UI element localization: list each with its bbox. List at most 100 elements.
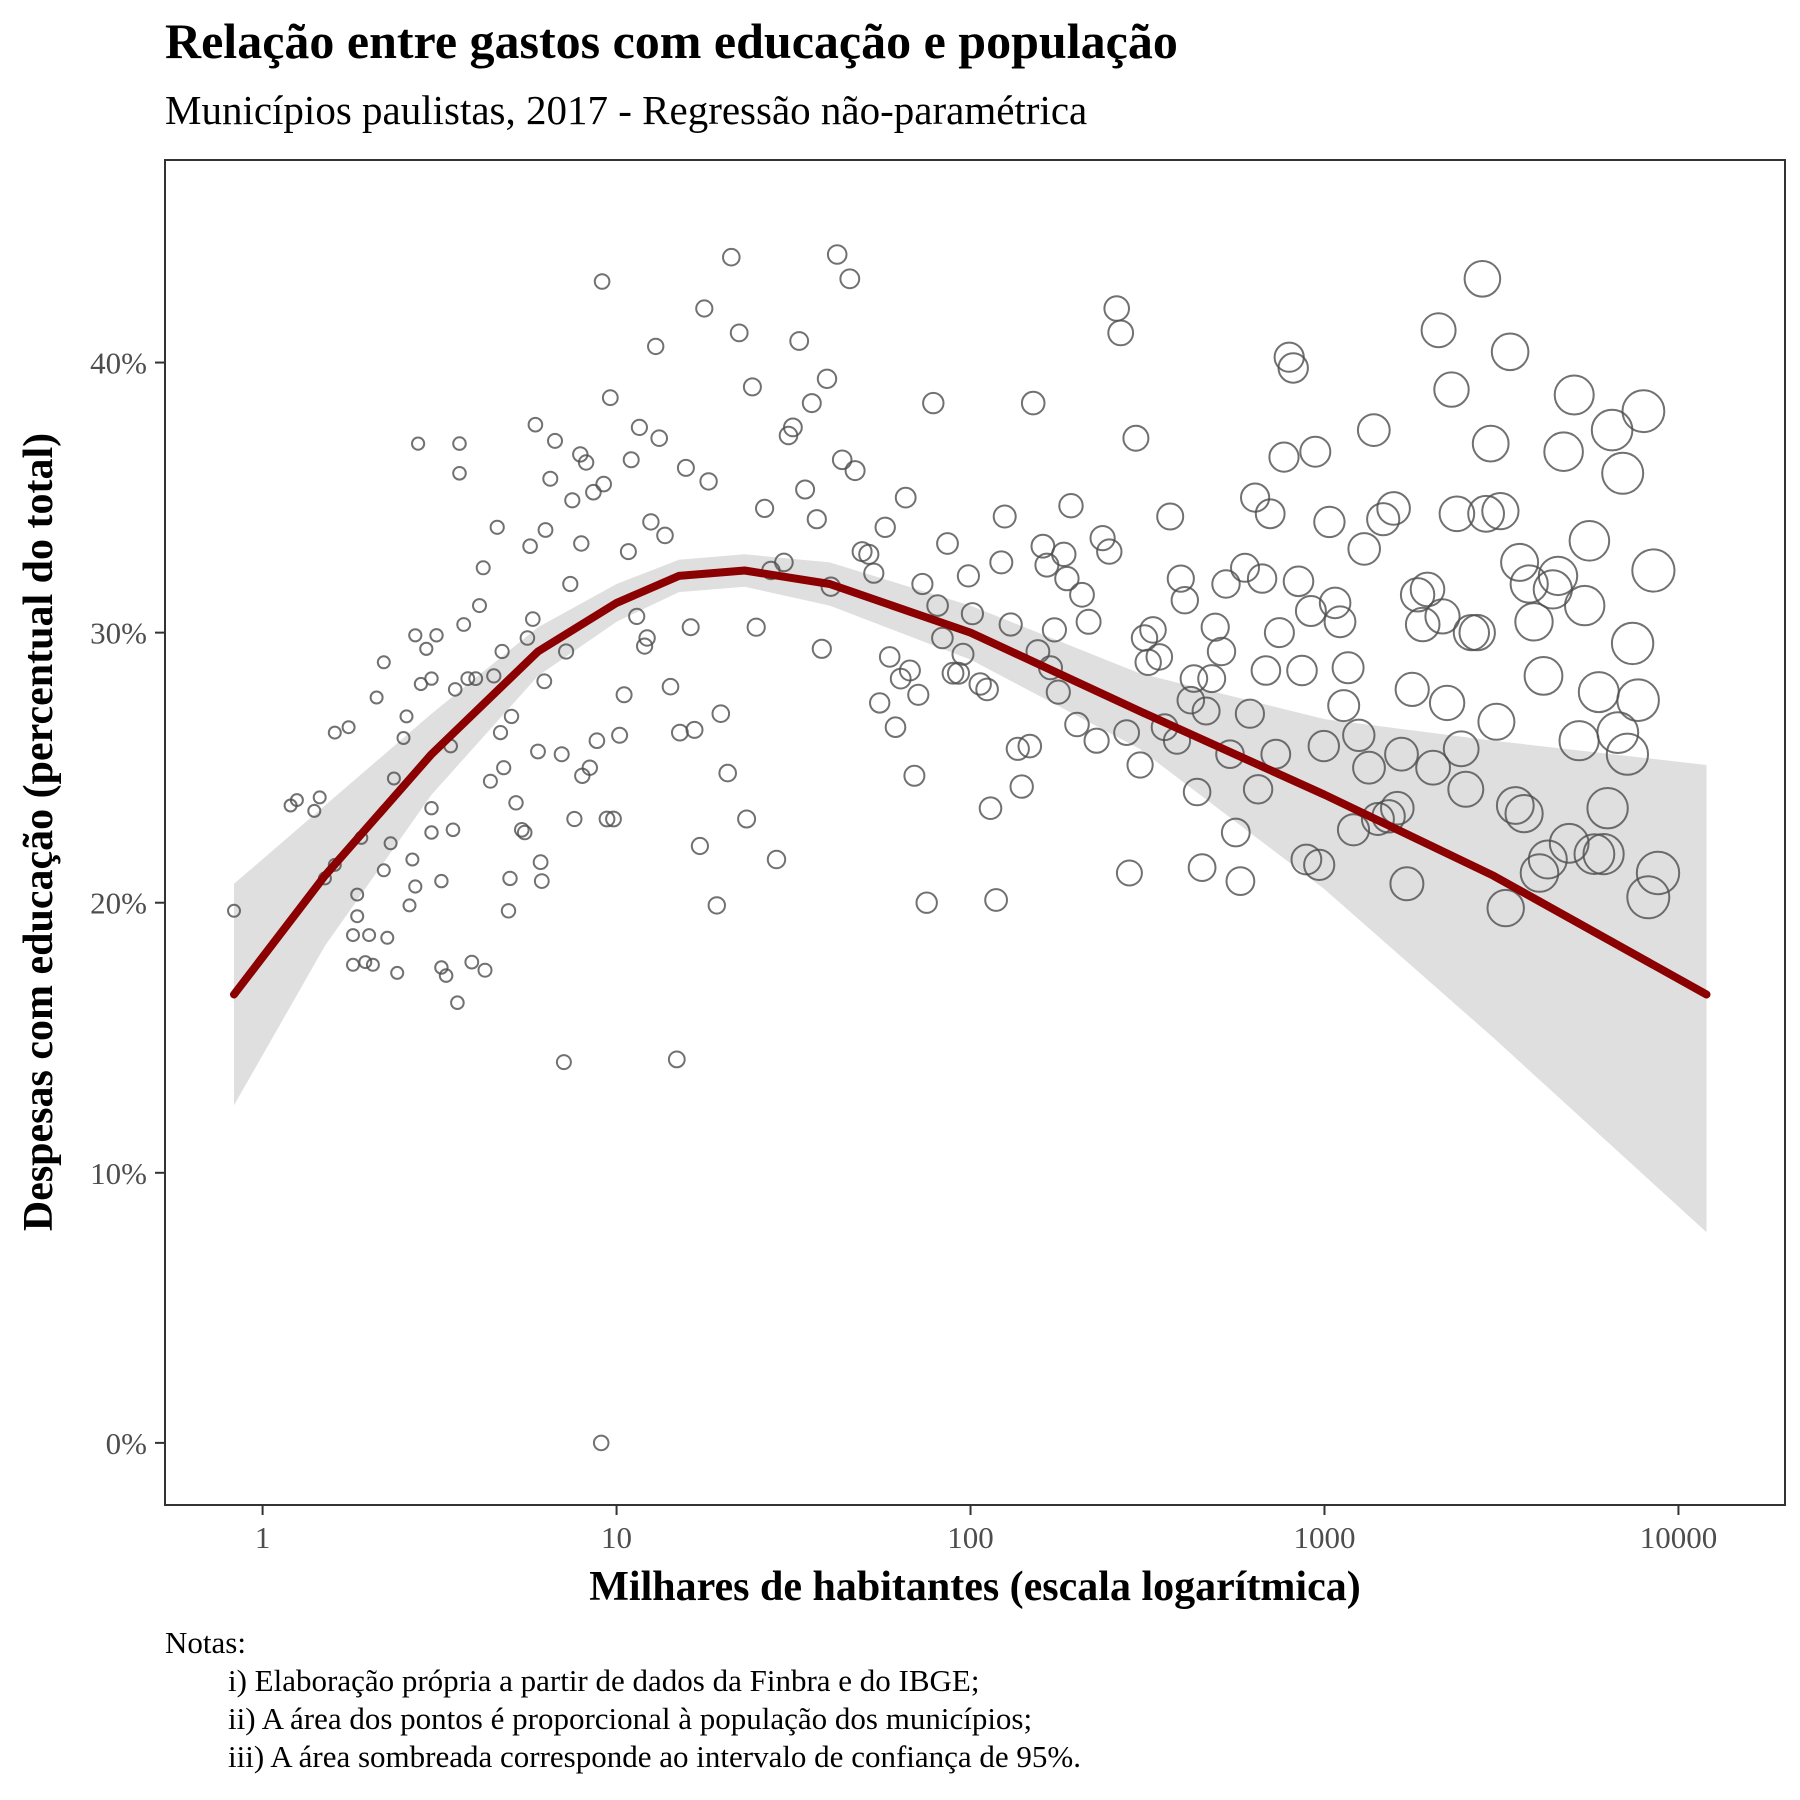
- data-point: [1527, 839, 1568, 880]
- data-point: [992, 504, 1017, 529]
- data-point: [1509, 564, 1549, 604]
- data-point: [1610, 621, 1655, 666]
- data-point: [968, 672, 992, 696]
- data-point: [452, 466, 467, 481]
- data-point: [1263, 617, 1295, 649]
- data-point: [1467, 494, 1505, 533]
- data-point: [516, 824, 533, 841]
- data-point: [1075, 608, 1102, 635]
- notes: Notas: i) Elaboração própria a partir de…: [165, 1624, 1081, 1776]
- data-point: [1230, 552, 1260, 583]
- data-point: [1590, 408, 1634, 452]
- data-point: [1017, 733, 1043, 759]
- data-point: [960, 602, 985, 626]
- data-point: [419, 641, 434, 656]
- data-point: [1471, 424, 1510, 463]
- data-point: [1601, 451, 1645, 495]
- data-point: [525, 611, 541, 627]
- data-point: [1197, 664, 1227, 694]
- data-point: [289, 793, 304, 808]
- data-point: [1005, 736, 1030, 761]
- data-point: [1220, 817, 1251, 848]
- data-point: [774, 552, 794, 573]
- data-point: [1420, 312, 1457, 349]
- data-point: [327, 725, 342, 740]
- data-point: [1107, 319, 1135, 347]
- data-point: [690, 836, 710, 856]
- data-point: [598, 810, 616, 828]
- note-line-3: iii) A área sombreada corresponde ao int…: [228, 1739, 1081, 1774]
- data-point: [581, 759, 598, 776]
- data-point: [496, 760, 512, 776]
- data-point: [434, 960, 449, 975]
- data-point: [1543, 431, 1584, 473]
- x-axis-title: Milhares de habitantes (escala logarítmi…: [589, 1564, 1360, 1610]
- data-point: [1331, 651, 1365, 685]
- data-point: [742, 377, 762, 397]
- data-point: [595, 475, 613, 493]
- x-tick-label: 10: [601, 1520, 632, 1555]
- data-point: [533, 873, 550, 889]
- data-point: [362, 928, 377, 943]
- data-point: [1064, 711, 1090, 738]
- data-point: [922, 391, 945, 415]
- data-point: [989, 550, 1014, 575]
- data-point: [1577, 671, 1620, 714]
- data-point: [227, 903, 241, 918]
- data-point: [998, 612, 1023, 637]
- data-point: [1477, 702, 1516, 741]
- data-point: [1463, 260, 1502, 298]
- data-point: [869, 692, 891, 714]
- data-point: [1051, 541, 1077, 567]
- data-point: [699, 472, 718, 491]
- data-point: [1586, 787, 1629, 830]
- data-point: [878, 646, 901, 668]
- data-point: [1020, 390, 1046, 416]
- data-point: [390, 965, 405, 980]
- data-point: [711, 704, 731, 724]
- data-point: [1307, 729, 1341, 763]
- data-point: [811, 638, 832, 659]
- data-point: [1635, 850, 1681, 896]
- data-point: [592, 1434, 610, 1452]
- data-point: [1126, 751, 1154, 779]
- data-point: [346, 928, 360, 943]
- data-point: [1548, 822, 1590, 864]
- data-point: [386, 771, 401, 786]
- data-point: [755, 498, 775, 518]
- data-point: [1458, 613, 1496, 652]
- data-point: [1347, 532, 1381, 566]
- data-point: [863, 562, 885, 584]
- data-point: [1286, 654, 1318, 687]
- data-point: [898, 659, 921, 682]
- data-point: [1009, 774, 1034, 799]
- data-point: [408, 628, 423, 643]
- data-point: [1176, 685, 1206, 715]
- data-point: [405, 852, 420, 867]
- data-point: [636, 637, 654, 655]
- data-point: [671, 723, 689, 742]
- data-point: [547, 432, 563, 449]
- data-point: [522, 538, 538, 555]
- data-point: [1277, 352, 1309, 384]
- data-point: [527, 416, 544, 433]
- data-point: [402, 898, 417, 913]
- data-point: [1122, 424, 1150, 452]
- data-point: [588, 732, 606, 750]
- data-point: [1211, 569, 1241, 599]
- data-point: [530, 743, 546, 760]
- data-point: [746, 617, 766, 637]
- data-point: [858, 543, 880, 565]
- data-point: [1313, 505, 1346, 539]
- data-point: [350, 909, 365, 924]
- data-point: [1582, 833, 1625, 876]
- data-point: [915, 891, 938, 914]
- data-point: [573, 535, 590, 552]
- data-point: [1519, 853, 1560, 893]
- data-point: [783, 417, 803, 438]
- data-point: [1058, 493, 1084, 519]
- data-point: [577, 454, 595, 471]
- data-point: [611, 726, 629, 744]
- data-point: [978, 796, 1003, 821]
